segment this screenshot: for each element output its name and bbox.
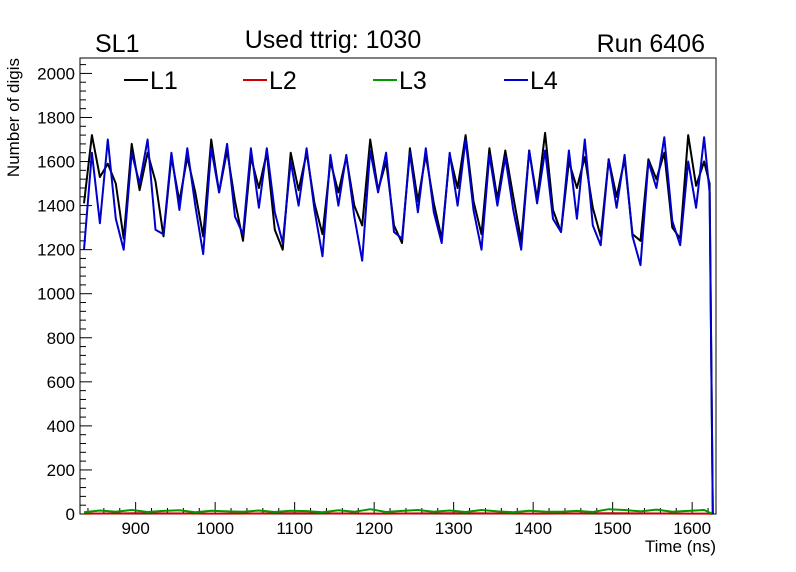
x-tick-label: 900 xyxy=(121,519,149,538)
x-tick-label: 1600 xyxy=(673,519,711,538)
series-line-l3 xyxy=(83,508,714,515)
x-axis-label: Time (ns) xyxy=(645,537,716,556)
chart-title: Used ttrig: 1030 xyxy=(245,26,422,54)
y-tick-label: 200 xyxy=(47,461,75,480)
header-right-label: Run 6406 xyxy=(597,30,705,58)
y-tick-label: 600 xyxy=(47,373,75,392)
legend-label-l4: L4 xyxy=(530,67,558,95)
legend-label-l1: L1 xyxy=(150,67,178,95)
y-tick-label: 1200 xyxy=(37,241,75,260)
header-left-label: SL1 xyxy=(95,30,139,58)
series-line-l2 xyxy=(83,512,713,515)
y-tick-label: 1600 xyxy=(37,153,75,172)
x-tick-label: 1200 xyxy=(355,519,393,538)
y-tick-label: 400 xyxy=(47,417,75,436)
x-axis: 900 1000 1100 1200 1300 1400 1500 1600 xyxy=(87,502,711,538)
plot-frame xyxy=(79,57,717,515)
x-tick-label: 1300 xyxy=(435,519,473,538)
y-tick-label: 2000 xyxy=(37,64,75,83)
legend-label-l2: L2 xyxy=(269,67,297,95)
y-tick-label: 1800 xyxy=(37,108,75,127)
legend: L1 L2 L3 L4 xyxy=(124,67,558,95)
plot-area xyxy=(83,131,714,515)
y-tick-label: 1000 xyxy=(37,285,75,304)
x-tick-label: 1400 xyxy=(514,519,552,538)
x-tick-label: 1100 xyxy=(276,519,313,538)
legend-label-l3: L3 xyxy=(399,67,427,95)
x-tick-label: 1500 xyxy=(594,519,632,538)
y-tick-label: 800 xyxy=(47,329,75,348)
y-tick-label: 1400 xyxy=(37,197,75,216)
x-tick-label: 1000 xyxy=(196,519,234,538)
y-axis-label: Number of digis xyxy=(4,58,23,177)
series-line-l4 xyxy=(83,136,714,515)
y-tick-label: 0 xyxy=(66,505,75,524)
y-axis: 0 200 400 600 800 1000 1200 1400 1600 1800 2000 xyxy=(37,64,92,524)
